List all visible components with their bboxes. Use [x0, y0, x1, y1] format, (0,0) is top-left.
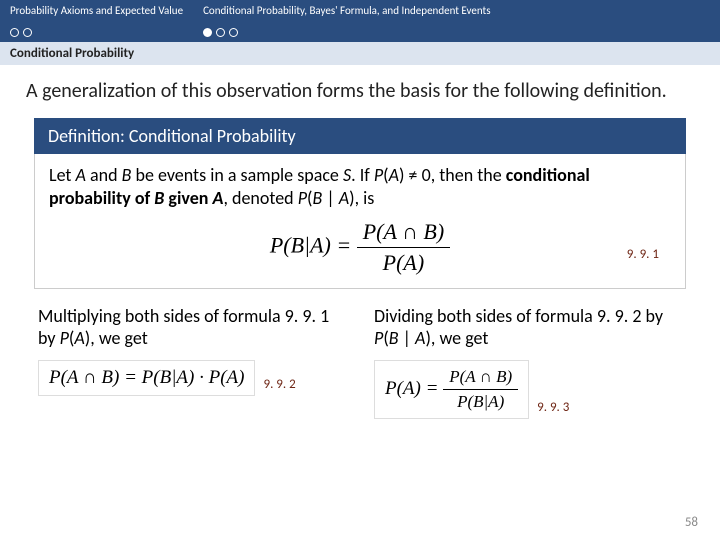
- col2-text: Dividing both sides of formula 9. 9. 2 b…: [374, 305, 682, 350]
- progress-dots-2: [203, 28, 490, 40]
- formula-label-2: 9. 9. 2: [263, 377, 295, 396]
- col1-text: Multiplying both sides of formula 9. 9. …: [38, 305, 346, 350]
- definition-title: Definition: Conditional Probability: [34, 118, 686, 154]
- formula-3: P(A) = P(A ∩ B) P(B|A): [374, 360, 529, 419]
- header-section-1: Probability Axioms and Expected Value: [0, 0, 193, 42]
- subheader: Conditional Probability: [0, 42, 720, 65]
- formula-1: P(B|A) = P(A ∩ B) P(A) 9. 9. 1: [49, 219, 671, 276]
- dot-icon: [229, 28, 238, 37]
- progress-dots-1: [10, 28, 183, 40]
- columns: Multiplying both sides of formula 9. 9. …: [38, 305, 682, 419]
- header-section-2: Conditional Probability, Bayes' Formula,…: [193, 0, 500, 42]
- header-title-2: Conditional Probability, Bayes' Formula,…: [203, 4, 490, 17]
- header-title-1: Probability Axioms and Expected Value: [10, 4, 183, 17]
- dot-filled-icon: [203, 28, 212, 37]
- definition-body: Let A and B be events in a sample space …: [34, 154, 686, 289]
- dot-icon: [216, 28, 225, 37]
- header-bar: Probability Axioms and Expected Value Co…: [0, 0, 720, 42]
- column-right: Dividing both sides of formula 9. 9. 2 b…: [374, 305, 682, 419]
- definition-text: Let A and B be events in a sample space …: [49, 164, 671, 211]
- slide-content: A generalization of this observation for…: [0, 65, 720, 419]
- dot-icon: [10, 28, 19, 37]
- definition-box: Definition: Conditional Probability Let …: [34, 118, 686, 289]
- formula-label-3: 9. 9. 3: [537, 400, 569, 419]
- formula-2: P(A ∩ B) = P(B|A) · P(A): [38, 360, 255, 396]
- formula-label-1: 9. 9. 1: [627, 247, 659, 262]
- dot-icon: [23, 28, 32, 37]
- intro-text: A generalization of this observation for…: [26, 79, 694, 104]
- page-number: 58: [685, 515, 698, 530]
- column-left: Multiplying both sides of formula 9. 9. …: [38, 305, 346, 419]
